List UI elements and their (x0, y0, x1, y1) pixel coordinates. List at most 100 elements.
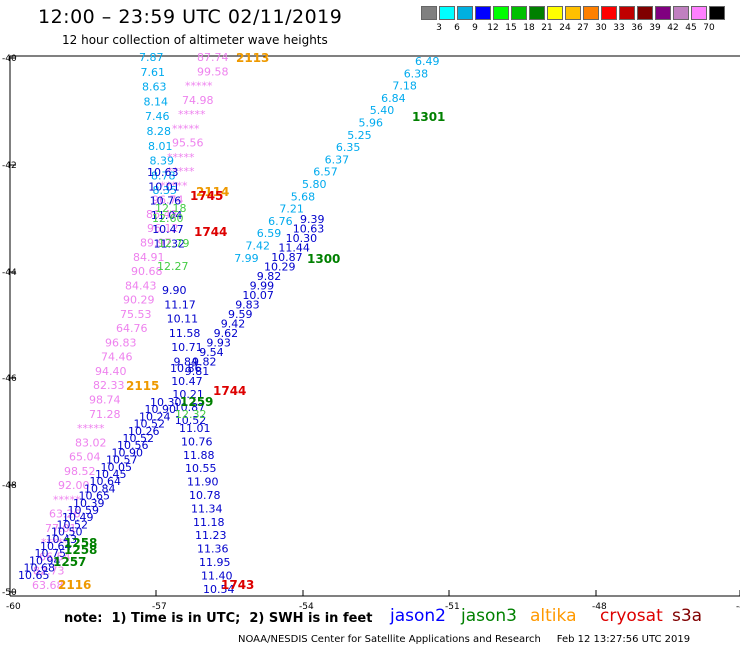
color-swatch (619, 6, 635, 20)
jason2-swh-value: 9.82 (257, 270, 282, 283)
legend-jason2: jason2 (390, 606, 446, 626)
latitude-label: -46 (2, 374, 17, 384)
pass-time-label: 1301 (412, 110, 445, 124)
jason2-swh-value: 5.96 (359, 117, 384, 130)
pass-time-label: 1744 (194, 225, 227, 239)
altika-swh-value: ***** (167, 165, 195, 178)
jason2-swh-value: 11.36 (197, 543, 229, 556)
altika-swh-value: 99.58 (197, 65, 229, 78)
color-swatch (547, 6, 563, 20)
jason2-swh-value: 10.07 (242, 289, 274, 302)
jason2-swh-value: 10.26 (128, 425, 160, 438)
altika-swh-value: ***** (53, 493, 81, 506)
jason2-swh-value: 6.84 (381, 92, 406, 105)
jason2-swh-value: 8.39 (150, 155, 175, 168)
jason2-swh-value: 5.68 (291, 190, 316, 203)
jason2-swh-value: 10.30 (150, 396, 182, 409)
jason2-swh-value: 10.76 (181, 435, 213, 448)
pass-time-label: 2116 (58, 578, 91, 592)
color-swatch (421, 6, 437, 20)
jason2-swh-value: 10.39 (73, 497, 105, 510)
altika-swh-value: ***** (160, 179, 188, 192)
jason2-swh-value: 10.65 (79, 490, 111, 503)
jason2-swh-value: 9.62 (214, 327, 239, 340)
color-scale-label: 30 (595, 23, 607, 33)
pass-time-label: 1259 (180, 395, 213, 409)
jason2-swh-value: 11.23 (195, 529, 227, 542)
jason2-swh-value: 10.87 (174, 401, 206, 414)
jason2-swh-value: 5.40 (370, 104, 395, 117)
jason2-swh-value: 7.99 (234, 252, 259, 265)
color-swatch (691, 6, 707, 20)
jason2-swh-value: 7.46 (145, 110, 170, 123)
jason2-swh-value: 11.88 (183, 449, 215, 462)
jason2-swh-value: 11.40 (201, 569, 233, 582)
color-swatch (637, 6, 653, 20)
jason2-swh-value: 11.90 (187, 476, 219, 489)
jason3-swh-value: 12.18 (155, 202, 187, 215)
altika-swh-value: 74.98 (182, 94, 214, 107)
altika-swh-value: ***** (77, 422, 105, 435)
pass-time-label: 1258 (64, 543, 97, 557)
jason2-swh-value: 10.54 (203, 583, 235, 596)
jason2-swh-value: 9.83 (235, 299, 260, 312)
pass-time-label: 1743 (221, 578, 254, 592)
jason2-swh-value: 9.93 (206, 337, 231, 350)
jason2-swh-value: 10.29 (264, 261, 296, 274)
credit-line: NOAA/NESDIS Center for Satellite Applica… (238, 634, 691, 645)
altika-swh-value: 82.33 (93, 379, 125, 392)
longitude-label: -45 (736, 602, 740, 612)
altika-swh-value: 71.28 (89, 408, 121, 421)
jason3-swh-value: 12.27 (157, 260, 189, 273)
latitude-label: -40 (2, 54, 17, 64)
altika-swh-value: 87.74 (197, 51, 229, 64)
jason2-swh-value: 7.61 (141, 66, 166, 79)
pass-time-label: 2114 (196, 185, 229, 199)
jason2-swh-value: 10.90 (112, 446, 144, 459)
color-swatch (511, 6, 527, 20)
color-scale-label: 24 (559, 23, 571, 33)
jason2-swh-value: 6.37 (325, 153, 350, 166)
altika-swh-value: 63.26 (49, 508, 81, 521)
jason2-swh-value: 11.34 (191, 502, 223, 515)
color-scale-label: 12 (487, 23, 499, 33)
altika-swh-value: 94.40 (95, 365, 127, 378)
jason2-swh-value: 10.52 (123, 432, 155, 445)
color-swatch (655, 6, 671, 20)
jason2-swh-value: 10.65 (18, 569, 50, 582)
legend-s3a: s3a (672, 606, 703, 626)
jason3-swh-value: 12.32 (175, 408, 207, 421)
jason2-swh-value: 6.49 (415, 55, 440, 68)
altika-swh-value: 66.54 (39, 550, 71, 563)
jason2-swh-value: 9.90 (162, 284, 187, 297)
legend-cryosat: cryosat (600, 606, 663, 626)
color-swatch (583, 6, 599, 20)
jason2-swh-value: 10.55 (185, 462, 217, 475)
color-scale-label: 39 (649, 23, 661, 33)
jason2-swh-value: 6.59 (257, 227, 282, 240)
jason2-swh-value: 10.84 (84, 482, 116, 495)
color-scale-label: 27 (577, 23, 589, 33)
jason2-swh-value: 9.54 (199, 346, 224, 359)
color-swatch (565, 6, 581, 20)
jason2-swh-value: 10.50 (51, 526, 83, 539)
jason2-swh-value: 9.42 (221, 318, 246, 331)
jason2-swh-value: 11.95 (199, 556, 231, 569)
color-scale-label: 21 (541, 23, 553, 33)
jason2-swh-value: 10.43 (46, 533, 78, 546)
jason2-swh-value: 10.78 (189, 489, 221, 502)
jason2-swh-value: 8.01 (148, 140, 173, 153)
longitude-label: -54 (299, 602, 314, 612)
jason2-swh-value: 6.76 (268, 215, 293, 228)
jason2-swh-value: 11.01 (179, 422, 211, 435)
altika-swh-value: 74.46 (101, 351, 133, 364)
altika-swh-value: 84.91 (133, 251, 165, 264)
jason2-swh-value: 6.35 (336, 141, 361, 154)
latitude-label: -42 (2, 161, 17, 171)
jason2-swh-value: 7.87 (139, 51, 164, 64)
altika-swh-value: 96.12 (147, 222, 179, 235)
color-scale-label: 45 (685, 23, 697, 33)
jason3-swh-value: 12.79 (158, 237, 190, 250)
jason2-swh-value: 10.75 (35, 547, 67, 560)
jason2-swh-value: 10.71 (171, 341, 203, 354)
